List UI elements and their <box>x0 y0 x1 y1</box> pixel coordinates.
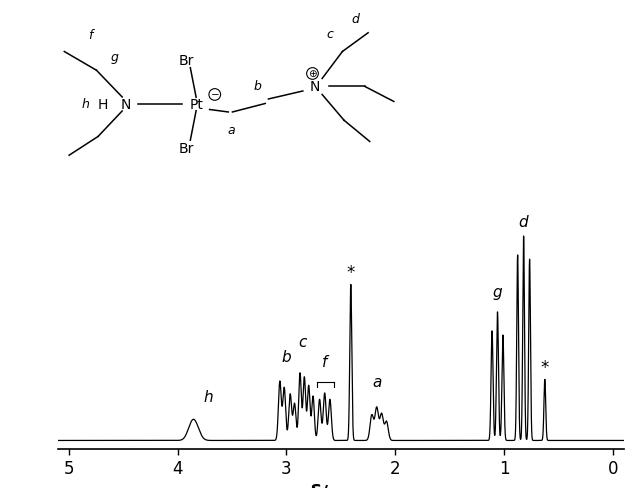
Text: *: * <box>347 264 355 282</box>
Text: H: H <box>98 98 108 112</box>
Text: Br: Br <box>179 142 194 155</box>
Text: a: a <box>372 374 382 389</box>
Text: Pt: Pt <box>189 98 203 112</box>
Text: b: b <box>282 349 291 364</box>
Text: *: * <box>541 358 549 376</box>
Text: f: f <box>88 29 92 42</box>
Text: c: c <box>326 28 333 41</box>
X-axis label: δ/ppm: δ/ppm <box>309 483 372 488</box>
Text: d: d <box>351 13 359 26</box>
Text: −: − <box>210 90 219 100</box>
Text: N: N <box>310 81 320 94</box>
Text: f: f <box>322 354 328 369</box>
Text: h: h <box>203 389 213 404</box>
Text: c: c <box>298 334 306 349</box>
Text: d: d <box>519 214 529 229</box>
Text: a: a <box>228 124 235 137</box>
Text: ⊕: ⊕ <box>308 69 317 80</box>
Text: N: N <box>120 98 131 112</box>
Text: h: h <box>81 98 89 111</box>
Text: g: g <box>493 285 502 300</box>
Text: g: g <box>110 51 118 63</box>
Text: Br: Br <box>179 54 194 68</box>
Text: b: b <box>253 80 261 93</box>
